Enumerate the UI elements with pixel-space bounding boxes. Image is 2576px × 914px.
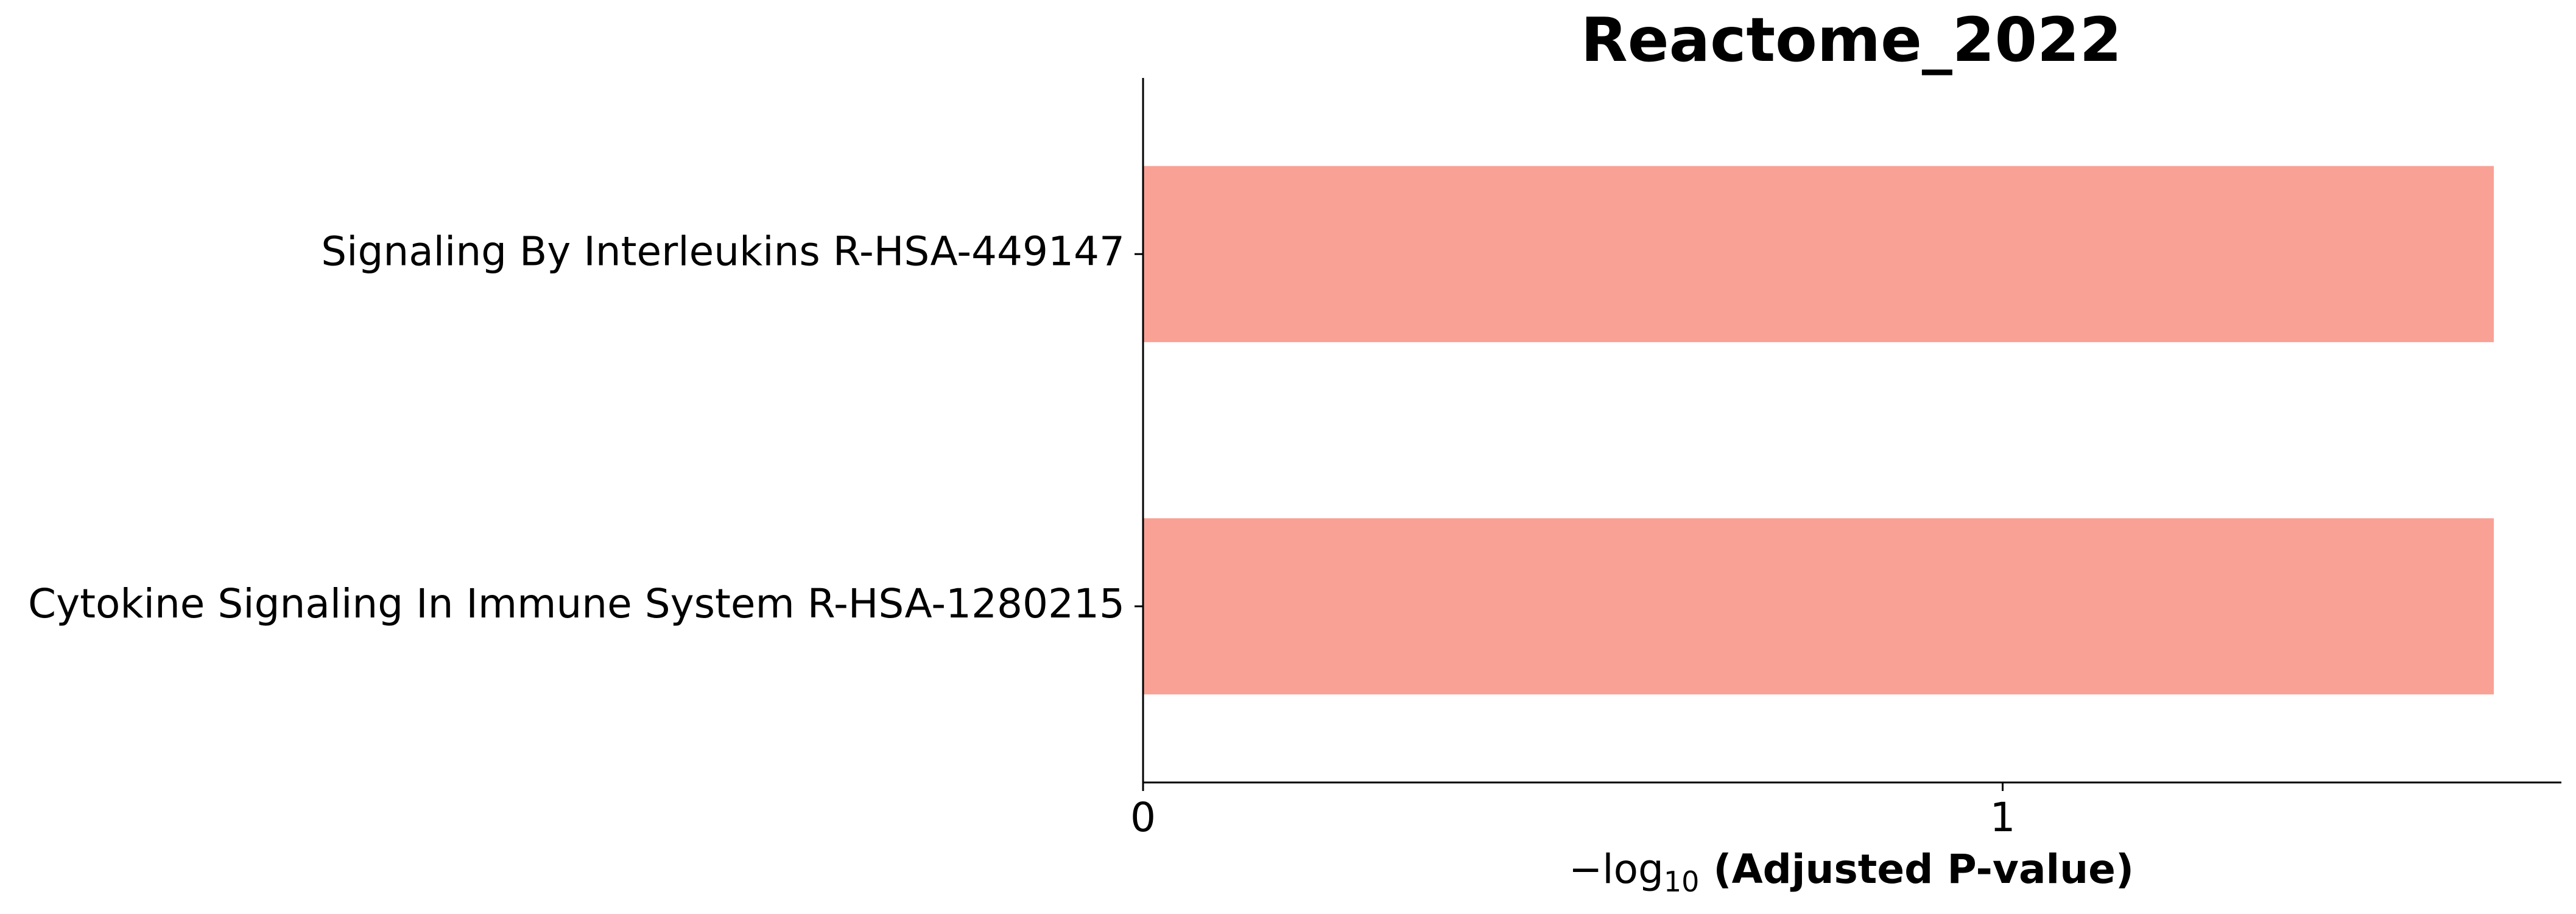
x-axis-label-prefix: −log <box>1569 846 1664 893</box>
y-axis-ticks: Signaling By Interleukins R-HSA-449147 Cy… <box>28 228 1143 627</box>
x-axis-label: −log10 (Adjusted P-value) <box>1569 846 2134 898</box>
bars-layer <box>1143 166 2494 695</box>
y-tick-label-1: Signaling By Interleukins R-HSA-449147 <box>321 228 1125 275</box>
x-axis-label-suffix: (Adjusted P-value) <box>1699 846 2134 893</box>
x-tick-label-1: 0 <box>1130 794 1156 841</box>
x-axis-label-subscript: 10 <box>1664 865 1700 898</box>
bar-2 <box>1143 518 2494 695</box>
bar-1 <box>1143 166 2494 342</box>
chart-title: Reactome_2022 <box>1581 4 2122 76</box>
x-tick-label-2: 1 <box>1990 794 2016 841</box>
y-tick-label-2: Cytokine Signaling In Immune System R-HS… <box>28 580 1125 627</box>
